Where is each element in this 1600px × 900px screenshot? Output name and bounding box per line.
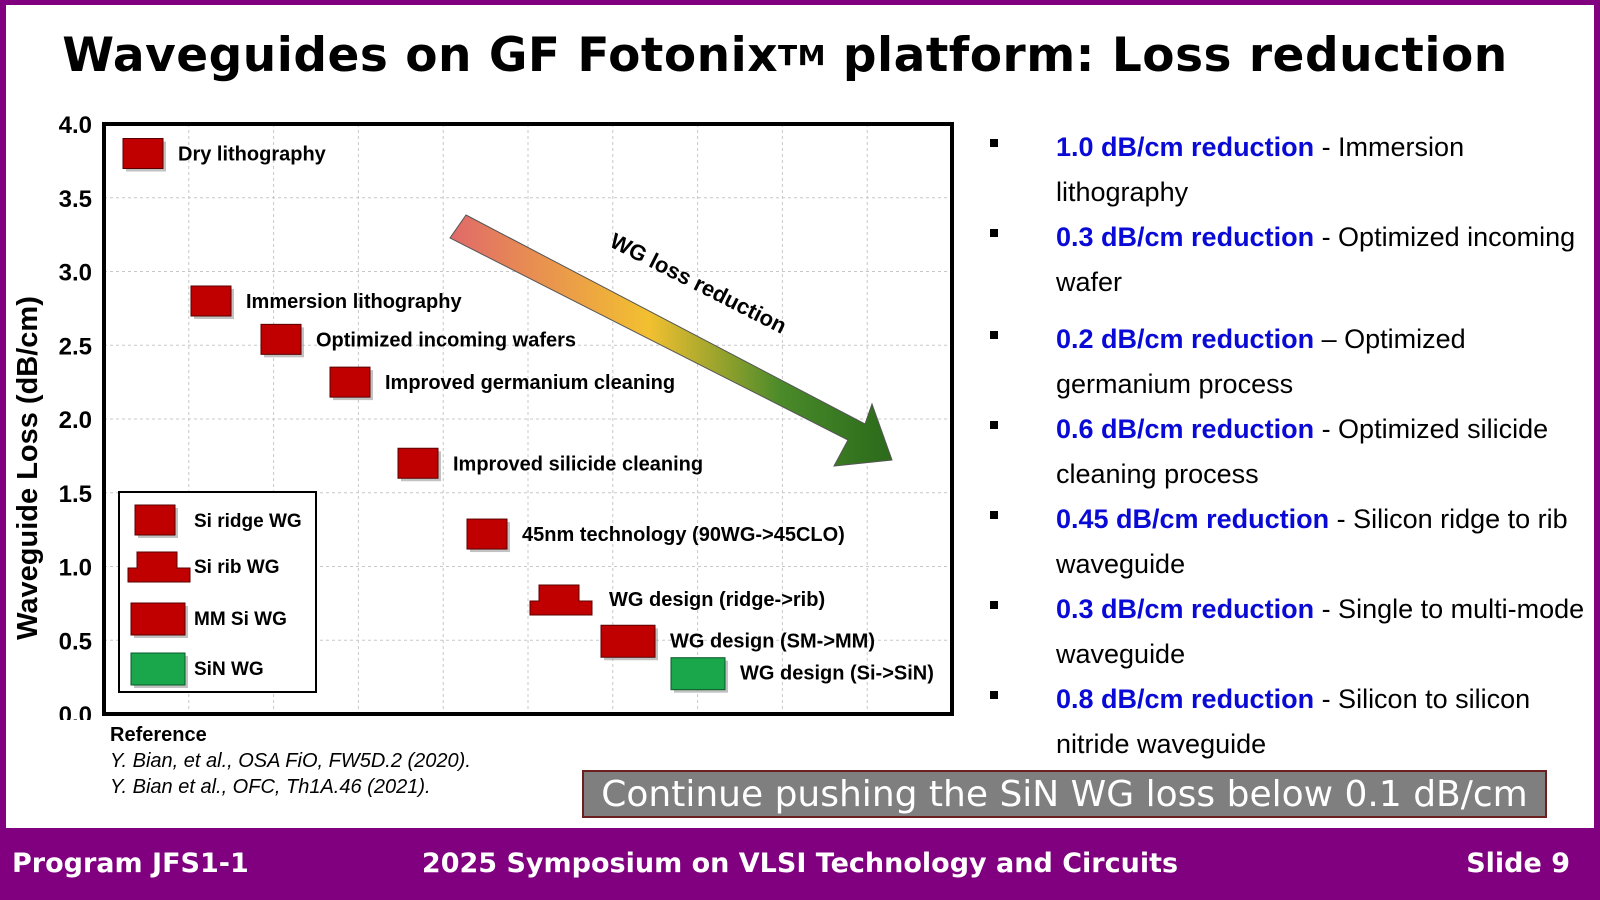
trademark: TM xyxy=(778,39,826,72)
legend-item: Si ridge WG xyxy=(134,504,302,538)
data-point: WG design (Si->SiN) xyxy=(670,657,934,693)
data-point: Immersion lithography xyxy=(190,285,462,319)
footer-slide-number: Slide 9 xyxy=(1466,848,1570,879)
y-tick-label: 3.5 xyxy=(59,186,92,213)
data-point-label: Optimized incoming wafers xyxy=(316,329,576,351)
data-point: Dry lithography xyxy=(122,138,327,172)
data-point-label: WG design (SM->MM) xyxy=(670,630,875,652)
slide-title: Waveguides on GF FotonixTM platform: Los… xyxy=(62,28,1508,83)
legend: Si ridge WG Si rib WG MM Si WG SiN WG xyxy=(127,504,302,688)
data-point: WG design (SM->MM) xyxy=(600,624,875,661)
bullet-square xyxy=(990,691,998,699)
data-point: Improved germanium cleaning xyxy=(329,366,675,401)
reference-block: Reference Y. Bian, et al., OSA FiO, FW5D… xyxy=(110,722,471,800)
data-point-label: Improved germanium cleaning xyxy=(385,372,675,394)
legend-label: Si ridge WG xyxy=(194,511,302,532)
footer-conference: 2025 Symposium on VLSI Technology and Ci… xyxy=(421,848,1179,879)
bullet-square xyxy=(990,601,998,609)
data-point-label: 45nm technology (90WG->45CLO) xyxy=(522,524,845,546)
plot-border xyxy=(102,122,954,716)
y-tick-label: 2.5 xyxy=(59,333,92,360)
loss-chart: 0.0 0.5 1.0 1.5 2.0 2.5 3.0 3.5 4.0 Waveguide Lo… xyxy=(12,112,954,720)
data-point-label: WG design (ridge->rib) xyxy=(609,589,825,611)
y-tick-label: 3.0 xyxy=(59,260,92,287)
y-tick-label: 4.0 xyxy=(59,112,92,139)
y-tick-label: 1.0 xyxy=(59,555,92,582)
legend-label: MM Si WG xyxy=(194,609,287,630)
y-tick-label: 0.0 xyxy=(59,702,92,720)
reference-line: Y. Bian et al., OFC, Th1A.46 (2021). xyxy=(110,776,431,798)
data-point: 45nm technology (90WG->45CLO) xyxy=(466,518,845,553)
legend-item: Si rib WG xyxy=(127,551,280,583)
data-point-label: Dry lithography xyxy=(178,144,327,166)
legend-label: Si rib WG xyxy=(194,557,280,578)
reference-line: Y. Bian, et al., OSA FiO, FW5D.2 (2020). xyxy=(110,750,471,772)
footer-bar: Program JFS1-1 2025 Symposium on VLSI Te… xyxy=(0,828,1600,900)
reference-heading: Reference xyxy=(110,724,207,746)
conclusion-banner: Continue pushing the SiN WG loss below 0… xyxy=(582,770,1547,818)
y-tick-labels: 0.0 0.5 1.0 1.5 2.0 2.5 3.0 3.5 4.0 xyxy=(59,112,92,720)
bullet-square xyxy=(990,511,998,519)
bullet-square xyxy=(990,139,998,147)
data-point-label: Immersion lithography xyxy=(246,291,462,313)
data-point-label: WG design (Si->SiN) xyxy=(740,663,934,685)
grid-lines xyxy=(104,124,952,714)
data-point: WG design (ridge->rib) xyxy=(529,584,825,616)
bullet-square xyxy=(990,229,998,237)
y-tick-label: 0.5 xyxy=(59,628,92,655)
footer-program: Program JFS1-1 xyxy=(12,848,249,879)
y-axis-label: Waveguide Loss (dB/cm) xyxy=(12,296,44,640)
legend-item: SiN WG xyxy=(130,652,264,688)
bullet-square xyxy=(990,421,998,429)
legend-label: SiN WG xyxy=(194,659,264,680)
bullet-square xyxy=(990,331,998,339)
legend-item: MM Si WG xyxy=(130,602,287,638)
data-point: Optimized incoming wafers xyxy=(260,323,576,358)
y-tick-label: 1.5 xyxy=(59,481,92,508)
data-points: Dry lithography Immersion lithography Opti… xyxy=(122,138,934,693)
y-tick-label: 2.0 xyxy=(59,407,92,434)
data-point-label: Improved silicide cleaning xyxy=(453,453,703,475)
data-point: Improved silicide cleaning xyxy=(397,447,703,482)
